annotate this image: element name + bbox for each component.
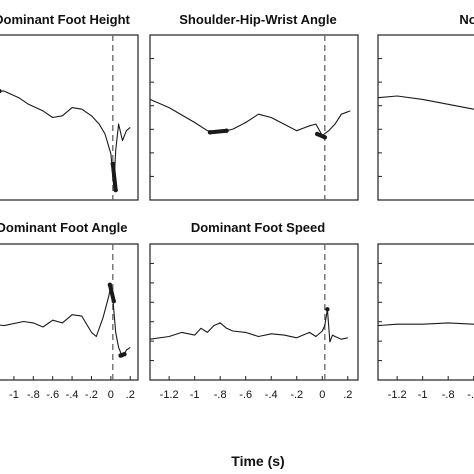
- panel-2: Shoulder-Hip-Wrist Angle: [149, 12, 359, 201]
- data-point: [314, 131, 320, 137]
- panel-title: Dominant Foot Angle: [0, 220, 127, 235]
- series-line: [0, 284, 131, 358]
- x-tick-label: 0: [319, 389, 325, 401]
- highlight-segment: [208, 128, 229, 135]
- panel-5: Dominant Foot Speed -1.2 -1 -.8 -.6 -.4 -.2 0 .2: [149, 220, 359, 401]
- panel-title: Shoulder-Hip-Wrist Angle: [179, 12, 336, 27]
- data-point: [322, 135, 328, 140]
- x-tick-label: -.6: [467, 389, 474, 401]
- highlight-segment: [107, 282, 116, 304]
- x-tick-label: -1: [418, 389, 428, 401]
- panel-6: Trunk-1.2-1-.8-.6: [377, 243, 474, 401]
- x-tick-label: 0: [108, 389, 114, 401]
- data-point: [0, 88, 2, 94]
- panel-4: Dominant Foot Angle -1 -.8 -.6 -.4 -.2 0 .2: [0, 220, 139, 401]
- data-point: [107, 282, 113, 287]
- data-point: [207, 130, 213, 135]
- data-point: [325, 307, 330, 312]
- x-tick-label: -.4: [66, 389, 79, 401]
- x-axis-label: Time (s): [231, 453, 284, 469]
- x-tick-label: -1.2: [388, 389, 407, 401]
- data-point: [113, 187, 118, 193]
- x-tick-label: .2: [343, 389, 352, 401]
- x-tick-label: -1: [9, 389, 19, 401]
- x-tick-label: -.8: [214, 389, 227, 401]
- panel-3: Non-Dominant Foot: [377, 12, 474, 201]
- series-line: [0, 90, 131, 188]
- x-tick-label: -1: [190, 389, 200, 401]
- x-tick-label: .2: [126, 389, 135, 401]
- x-tick-label: -.2: [85, 389, 98, 401]
- panel-frame: [0, 243, 139, 381]
- panel-frame: [377, 243, 474, 381]
- panel-frame: [149, 243, 359, 381]
- panel-frame: [0, 34, 139, 201]
- series-line: [377, 95, 474, 110]
- x-tick-label: -.6: [239, 389, 252, 401]
- x-tick-label: -1.2: [160, 389, 179, 401]
- panel-title: Dominant Foot Height: [0, 12, 131, 27]
- x-tick-label: -.8: [442, 389, 455, 401]
- panel-title: Dominant Foot Speed: [191, 220, 325, 235]
- data-point: [118, 353, 123, 358]
- data-point: [122, 351, 127, 357]
- data-point: [224, 128, 229, 133]
- series-line: [377, 322, 474, 327]
- panel-frame: [377, 34, 474, 201]
- panel-1: Dominant Foot Height: [0, 12, 139, 201]
- x-tick-label: -.8: [27, 389, 40, 401]
- x-tick-label: -.6: [46, 389, 59, 401]
- data-point: [111, 298, 116, 304]
- highlight-segment: [110, 161, 118, 193]
- series-line: [149, 308, 348, 343]
- panel-frame: [149, 34, 359, 201]
- x-tick-label: -.2: [290, 389, 303, 401]
- panel-title: Non-Dominant Foot: [459, 12, 474, 27]
- x-tick-label: -.4: [265, 389, 278, 401]
- series-line: [149, 98, 351, 137]
- data-point: [110, 161, 115, 166]
- panels: Dominant Foot Height Shoulder-Hip-Wrist A…: [0, 12, 474, 401]
